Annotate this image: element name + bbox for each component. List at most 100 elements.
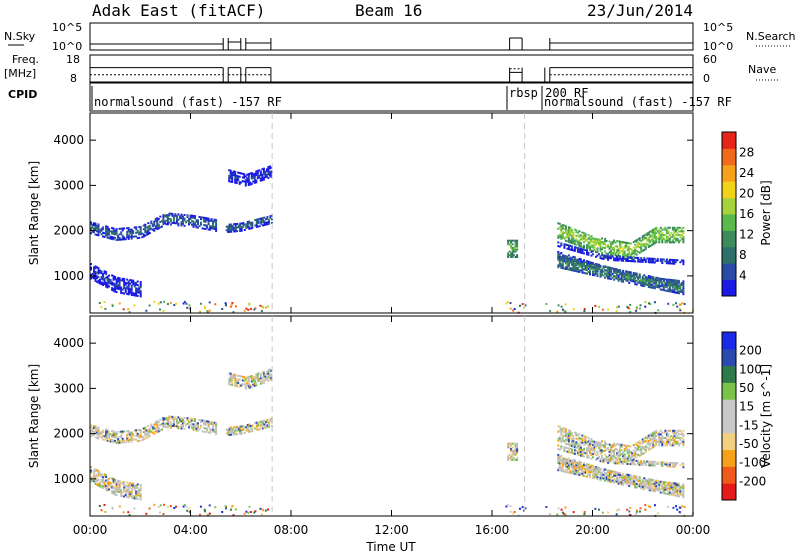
velocity-cell: [263, 425, 266, 428]
power-cell: [141, 232, 144, 235]
power-cell: [210, 225, 213, 228]
velocity-cell: [138, 439, 141, 442]
velocity-cell: [241, 383, 244, 386]
power-cell: [673, 281, 676, 284]
power-cell: [249, 183, 252, 186]
velocity-cell: [267, 379, 270, 382]
velocity-cell: [614, 457, 617, 460]
power-cell: [129, 279, 132, 282]
power-cell: [593, 246, 596, 249]
power-cell: [643, 279, 646, 282]
velocity-cell: [162, 426, 165, 428]
velocity-cell: [677, 442, 680, 445]
velocity-cell: [256, 374, 259, 377]
power-cell: [93, 231, 95, 234]
power-cell: [592, 244, 594, 247]
velocity-cell: [593, 451, 596, 454]
velocity-cell: [598, 443, 600, 446]
power-cell: [519, 304, 521, 307]
velocity-cell: [123, 490, 126, 493]
power-cell: [622, 275, 625, 278]
velocity-cell: [105, 433, 108, 436]
power-cell: [592, 241, 594, 244]
power-cell: [208, 309, 211, 312]
power-cell: [610, 242, 613, 245]
velocity-cell: [103, 435, 106, 438]
power-cell: [147, 229, 150, 232]
velocity-cell: [195, 429, 198, 432]
velocity-cell: [673, 429, 676, 432]
velocity-cell: [135, 497, 138, 500]
power-cell: [262, 171, 265, 174]
power-cell: [625, 272, 628, 275]
power-cell: [569, 239, 572, 242]
power-cell: [626, 247, 629, 250]
velocity-cell: [243, 512, 246, 515]
power-cell: [596, 273, 599, 276]
velocity-cell: [148, 429, 151, 432]
velocity-cell: [646, 446, 649, 449]
velocity-cell: [250, 385, 253, 388]
power-cell: [561, 254, 564, 257]
velocity-cell: [650, 447, 653, 450]
power-cell: [163, 220, 166, 223]
power-cell: [232, 311, 235, 314]
power-cell: [611, 241, 614, 244]
velocity-cell: [614, 478, 617, 481]
velocity-cell: [242, 428, 245, 431]
velocity-cell: [575, 469, 578, 472]
power-cell: [679, 261, 682, 264]
velocity-cell: [567, 443, 570, 446]
power-cell: [658, 281, 661, 283]
power-cell: [135, 287, 138, 290]
velocity-cell: [123, 481, 126, 483]
power-cell: [570, 236, 573, 239]
power-cell: [592, 272, 594, 275]
velocity-cell: [667, 493, 670, 496]
velocity-cell: [652, 479, 655, 482]
velocity-cell: [259, 377, 262, 380]
power-cell: [175, 218, 178, 221]
velocity-cell: [607, 511, 609, 514]
power-cell: [615, 310, 618, 313]
velocity-cell: [157, 421, 160, 424]
power-cell: [569, 230, 572, 233]
power-cell: [123, 238, 126, 241]
velocity-cell: [513, 442, 516, 445]
velocity-cell: [650, 434, 653, 437]
velocity-cell: [616, 509, 619, 512]
velocity-cell: [625, 482, 628, 485]
power-cell: [118, 277, 121, 280]
velocity-cell: [153, 430, 156, 433]
power-cell: [204, 217, 207, 220]
velocity-cell: [243, 432, 246, 434]
velocity-cell: [563, 446, 566, 449]
power-cell: [118, 233, 121, 236]
velocity-cell: [590, 471, 593, 474]
power-cell: [126, 285, 129, 288]
power-cell: [172, 216, 175, 219]
velocity-cell: [258, 377, 261, 380]
power-cell: [121, 238, 124, 241]
velocity-cell: [608, 460, 611, 463]
velocity-cell: [575, 471, 578, 474]
velocity-cell: [682, 485, 685, 488]
velocity-cell: [655, 479, 658, 482]
power-cell: [264, 223, 267, 226]
power-cell: [182, 222, 184, 225]
power-cell: [166, 223, 169, 226]
power-cell: [661, 260, 664, 263]
power-cell: [558, 245, 561, 248]
velocity-cell: [180, 420, 183, 423]
power-cell: [619, 251, 622, 254]
velocity-cell: [668, 491, 671, 494]
velocity-cell: [640, 482, 643, 484]
power-cell: [270, 218, 273, 221]
power-cell: [234, 172, 237, 175]
power-cell: [649, 239, 652, 242]
power-cell: [115, 283, 118, 286]
power-cell: [572, 255, 575, 258]
power-cell: [622, 269, 625, 272]
power-cell: [112, 232, 115, 235]
power-cell: [619, 269, 622, 272]
